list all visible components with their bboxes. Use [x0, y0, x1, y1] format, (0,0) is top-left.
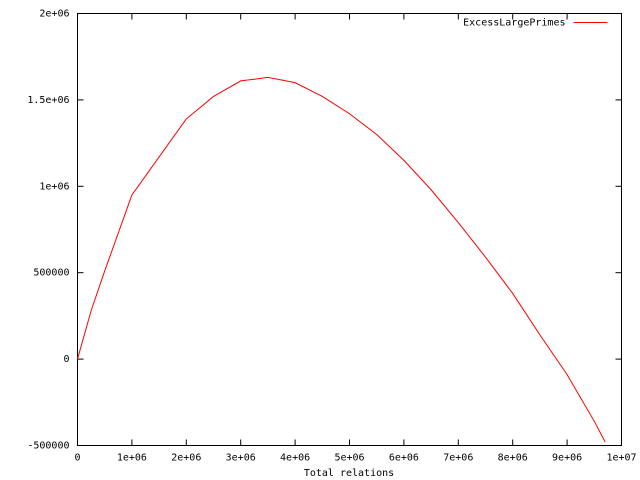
x-tick-label: 4e+06 — [280, 453, 310, 464]
x-tick-label: 5e+06 — [334, 453, 364, 464]
x-tick-label: 1e+07 — [606, 453, 636, 464]
x-tick-label: 6e+06 — [389, 453, 419, 464]
y-tick-label: 1.5e+06 — [27, 95, 69, 106]
x-tick-label: 3e+06 — [226, 453, 256, 464]
x-axis-label: Total relations — [304, 468, 394, 479]
y-tick-label: 1e+06 — [39, 181, 69, 192]
y-tick-label: 0 — [63, 354, 69, 365]
y-tick-label: -500000 — [27, 441, 69, 452]
x-tick-label: 0 — [74, 453, 80, 464]
series-line — [77, 76, 606, 443]
x-tick-label: 7e+06 — [443, 453, 473, 464]
y-tick-label: 2e+06 — [39, 9, 69, 20]
x-tick-label: 9e+06 — [552, 453, 582, 464]
y-tick-label: 500000 — [33, 268, 69, 279]
x-tick-label: 1e+06 — [117, 453, 147, 464]
legend-label: ExcessLargePrimes — [463, 18, 565, 29]
x-tick-label: 8e+06 — [498, 453, 528, 464]
x-tick-label: 2e+06 — [171, 453, 201, 464]
